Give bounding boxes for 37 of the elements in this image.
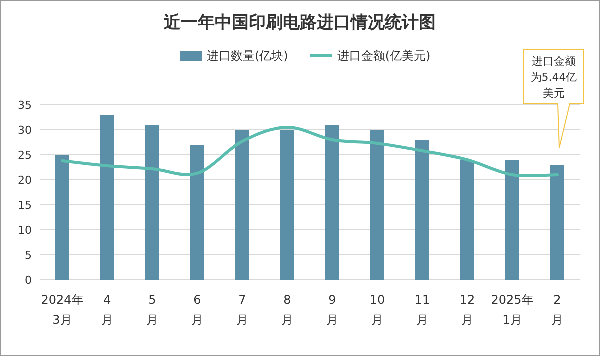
y-tick-label: 30	[18, 124, 32, 137]
x-tick-label: 7 月	[236, 293, 248, 327]
x-tick-label: 8 月	[282, 293, 294, 327]
y-tick-label: 35	[18, 99, 32, 112]
y-tick-label: 20	[18, 174, 32, 187]
x-tick-label: 5 月	[146, 293, 158, 327]
y-tick-label: 5	[25, 249, 32, 262]
x-tick-label: 11 月	[414, 293, 430, 327]
x-tick-label: 6 月	[192, 293, 204, 327]
y-tick-label: 25	[18, 149, 32, 162]
x-tick-label: 4 月	[102, 293, 114, 327]
bar	[56, 155, 70, 280]
x-tick-label: 9 月	[326, 293, 338, 327]
line-series	[61, 126, 559, 178]
bar	[506, 160, 520, 280]
bar	[236, 130, 250, 280]
bar	[100, 115, 114, 280]
x-tick-label: 2025年 1月	[491, 293, 534, 327]
legend-label: 进口数量(亿块)	[207, 49, 288, 63]
y-tick-label: 15	[18, 199, 32, 212]
bar	[280, 130, 294, 280]
bar	[550, 165, 564, 280]
bar	[326, 125, 340, 280]
y-tick-label: 0	[25, 274, 32, 287]
bar	[416, 140, 430, 280]
chart-title: 近一年中国印刷电路进口情况统计图	[163, 13, 436, 33]
bar	[190, 145, 204, 280]
x-tick-label: 2024年 3月	[41, 293, 84, 327]
y-tick-label: 10	[18, 224, 32, 237]
x-tick-label: 12 月	[460, 293, 476, 327]
legend-label: 进口金额(亿美元)	[337, 49, 431, 63]
x-tick-label: 2 月	[552, 293, 564, 327]
bar	[370, 130, 384, 280]
bar	[460, 160, 474, 280]
text: 进口金额为5.44亿美元	[530, 55, 578, 100]
x-tick-label: 10 月	[370, 293, 386, 327]
bar	[146, 125, 160, 280]
